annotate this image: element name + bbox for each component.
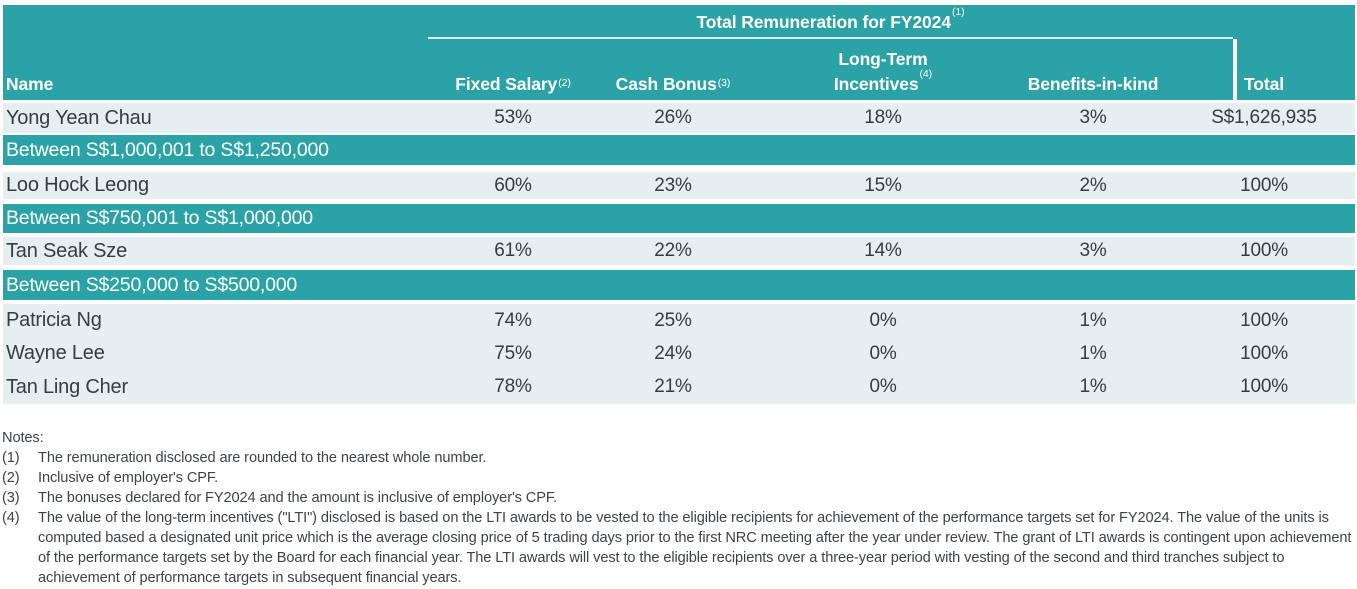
notes-heading: Notes: (2, 430, 44, 446)
column-label: Cash Bonus (615, 74, 717, 94)
notes-section: Notes: (1) The remuneration disclosed ar… (2, 428, 1355, 588)
column-header-long-term-incentives: Long-Term Incentives(4) (753, 49, 1013, 100)
cell-benefits-in-kind: 3% (1079, 240, 1107, 261)
band-row: Between S$250,000 to S$500,000 (3, 270, 1355, 300)
title-text: Total Remuneration for FY2024 (696, 12, 951, 32)
column-label: Incentives (833, 74, 919, 94)
cell-cash-bonus: 23% (654, 174, 692, 196)
band-row: Between S$1,000,001 to S$1,250,000 (3, 135, 1355, 165)
cell-long-term-incentives: 18% (864, 107, 902, 128)
title-footnote-ref: (1) (951, 6, 965, 19)
column-header-cash-bonus: Cash Bonus (3) (593, 49, 753, 100)
note-item: (4) The value of the long-term incentive… (2, 508, 1355, 588)
cell-benefits-in-kind: 1% (1079, 342, 1107, 364)
note-number: (4) (2, 510, 20, 526)
cell-name: Tan Ling Cher (6, 375, 128, 398)
cell-long-term-incentives: 14% (864, 240, 902, 261)
cell-fixed-salary: 74% (494, 309, 532, 331)
footnote-ref: (3) (717, 77, 731, 89)
cell-total: 100% (1240, 240, 1288, 261)
cell-cash-bonus: 25% (654, 309, 692, 331)
column-header-name: Name (6, 74, 54, 94)
cell-long-term-incentives: 0% (869, 376, 897, 397)
note-text: The value of the long-term incentives ("… (38, 510, 1352, 586)
cell-name: Patricia Ng (6, 309, 102, 331)
footnote-ref: (4) (919, 68, 933, 81)
cell-name: Tan Seak Sze (6, 239, 128, 262)
cell-cash-bonus: 21% (654, 376, 692, 397)
cell-benefits-in-kind: 2% (1079, 174, 1107, 196)
cell-benefits-in-kind: 1% (1079, 309, 1107, 331)
cell-long-term-incentives: 0% (869, 309, 897, 331)
column-label: Fixed Salary (455, 74, 558, 94)
cell-total: 100% (1240, 342, 1288, 364)
note-item: (2) Inclusive of employer's CPF. (2, 468, 1355, 488)
column-header-row: Name Fixed Salary (2) Cash Bonus (3) Long-… (3, 49, 1355, 100)
header-underline (428, 37, 1233, 39)
table-row: Wayne Lee 75% 24% 0% 1% 100% (3, 337, 1355, 370)
cell-benefits-in-kind: 3% (1079, 107, 1107, 128)
cell-total: 100% (1240, 309, 1288, 331)
cell-name: Yong Yean Chau (6, 106, 152, 129)
table-row: Yong Yean Chau 53% 26% 18% 3% S$1,626,93… (3, 103, 1355, 133)
cell-benefits-in-kind: 1% (1079, 376, 1107, 397)
note-item: (1) The remuneration disclosed are round… (2, 448, 1355, 468)
column-header-benefits-in-kind: Benefits-in-kind (1027, 74, 1159, 94)
note-number: (1) (2, 450, 20, 466)
table-row: Loo Hock Leong 60% 23% 15% 2% 100% (3, 172, 1355, 199)
cell-cash-bonus: 24% (654, 342, 692, 364)
cell-long-term-incentives: 0% (869, 342, 897, 364)
footnote-ref: (2) (558, 77, 571, 89)
cell-fixed-salary: 75% (494, 342, 532, 364)
cell-fixed-salary: 78% (494, 376, 532, 397)
column-label-line1: Long-Term (838, 49, 928, 70)
note-text: Inclusive of employer's CPF. (38, 470, 219, 486)
total-column-divider (1233, 39, 1237, 100)
cell-name: Loo Hock Leong (6, 174, 149, 196)
spanning-header-title: Total Remuneration for FY2024(1) (428, 6, 1233, 33)
note-item: (3) The bonuses declared for FY2024 and … (2, 488, 1355, 508)
table-row: Tan Seak Sze 61% 22% 14% 3% 100% (3, 237, 1355, 265)
note-number: (2) (2, 470, 20, 486)
note-text: The remuneration disclosed are rounded t… (38, 450, 487, 466)
cell-total: 100% (1240, 376, 1288, 397)
cell-name: Wayne Lee (6, 342, 105, 364)
note-text: The bonuses declared for FY2024 and the … (38, 490, 558, 506)
remuneration-table: Total Remuneration for FY2024(1) Name Fi… (3, 5, 1355, 404)
note-number: (3) (2, 490, 20, 506)
table-row: Patricia Ng 74% 25% 0% 1% 100% (3, 304, 1355, 337)
band-row: Between S$750,001 to S$1,000,000 (3, 204, 1355, 233)
cell-long-term-incentives: 15% (864, 174, 902, 196)
column-label-line2: Incentives(4) (833, 68, 933, 95)
column-header-fixed-salary: Fixed Salary (2) (433, 49, 593, 100)
table-header: Total Remuneration for FY2024(1) Name Fi… (3, 5, 1355, 100)
cell-total: S$1,626,935 (1211, 107, 1317, 128)
cell-fixed-salary: 60% (494, 174, 532, 196)
cell-fixed-salary: 53% (494, 107, 532, 128)
column-header-total: Total (1243, 74, 1284, 94)
cell-fixed-salary: 61% (494, 240, 532, 261)
cell-cash-bonus: 26% (654, 107, 692, 128)
table-row: Tan Ling Cher 78% 21% 0% 1% 100% (3, 370, 1355, 404)
cell-cash-bonus: 22% (654, 240, 692, 261)
cell-total: 100% (1240, 174, 1288, 196)
